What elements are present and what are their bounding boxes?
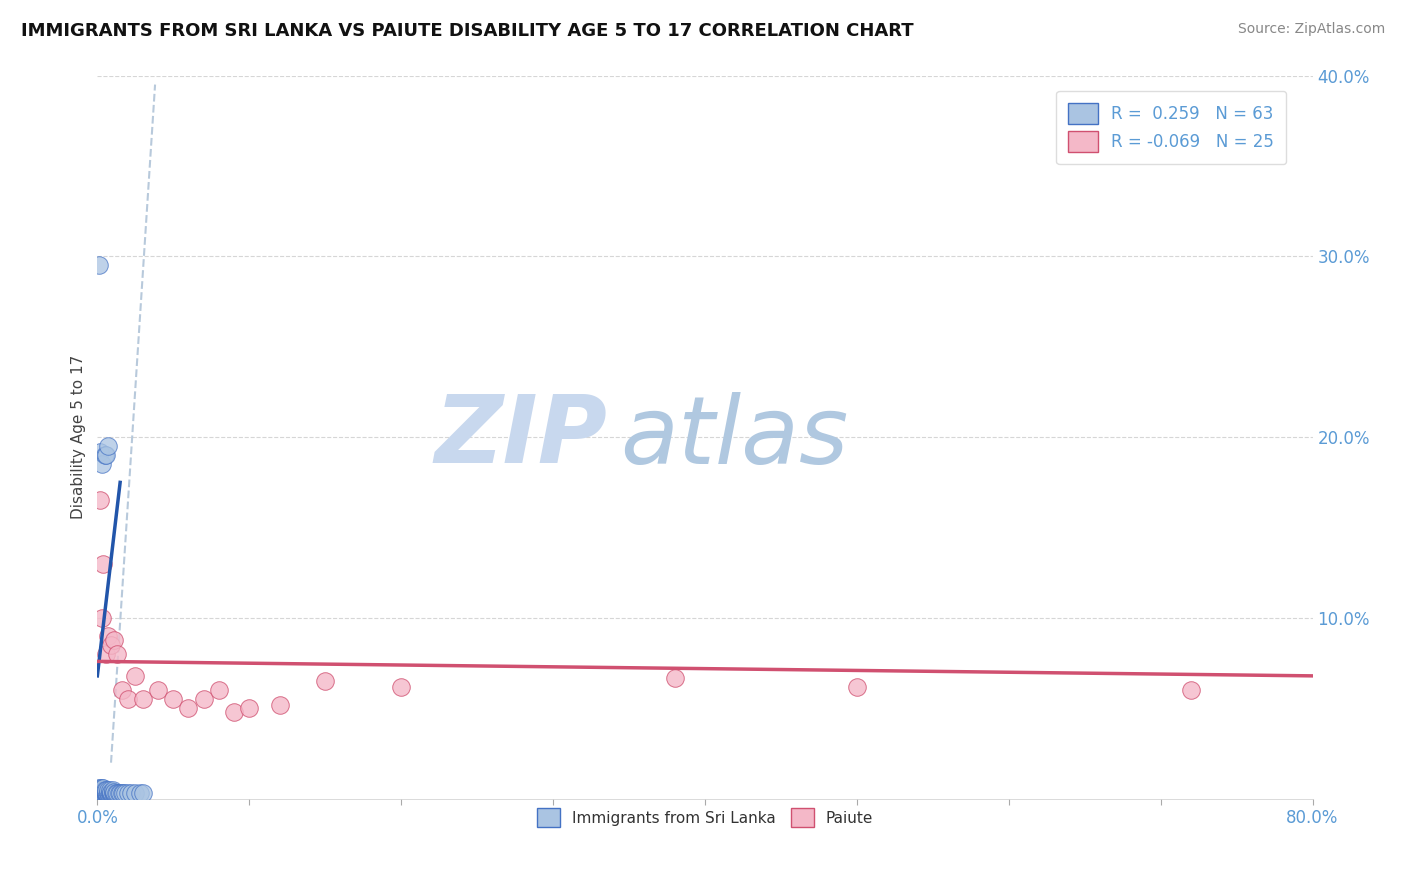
Point: [105, 786, 128, 800]
Text: atlas: atlas: [620, 392, 848, 483]
Point: [101, 786, 124, 800]
Point: [132, 786, 155, 800]
Point: [117, 786, 139, 800]
Point: [124, 786, 146, 800]
Point: [89, 784, 111, 798]
Point: [94, 784, 117, 798]
Point: [222, 705, 245, 719]
Point: [132, 692, 155, 706]
Point: [128, 786, 150, 800]
Point: [104, 786, 127, 800]
Point: [146, 683, 169, 698]
Point: [105, 647, 128, 661]
Point: [112, 786, 135, 800]
Point: [93, 784, 115, 798]
Point: [96, 786, 118, 800]
Point: [94, 784, 117, 798]
Point: [93, 786, 115, 800]
Point: [120, 786, 142, 800]
Point: [93, 780, 115, 795]
Point: [96, 782, 118, 797]
Point: [101, 784, 124, 798]
Point: [93, 782, 115, 797]
Point: [100, 784, 122, 798]
Point: [90, 784, 112, 798]
Point: [87, 782, 110, 797]
Point: [97, 782, 120, 797]
Point: [90, 611, 112, 625]
Text: IMMIGRANTS FROM SRI LANKA VS PAIUTE DISABILITY AGE 5 TO 17 CORRELATION CHART: IMMIGRANTS FROM SRI LANKA VS PAIUTE DISA…: [21, 22, 914, 40]
Point: [117, 692, 139, 706]
Point: [89, 782, 111, 797]
Point: [1180, 683, 1202, 698]
Point: [90, 786, 112, 800]
Point: [96, 448, 118, 462]
Point: [162, 692, 184, 706]
Point: [97, 786, 120, 800]
Point: [90, 782, 112, 797]
Point: [107, 786, 129, 800]
Point: [103, 786, 125, 800]
Point: [87, 259, 110, 273]
Point: [87, 782, 110, 797]
Point: [269, 698, 291, 712]
Point: [238, 701, 260, 715]
Point: [90, 780, 112, 795]
Point: [90, 782, 112, 797]
Point: [89, 782, 111, 797]
Text: Source: ZipAtlas.com: Source: ZipAtlas.com: [1237, 22, 1385, 37]
Point: [87, 786, 110, 800]
Point: [98, 784, 121, 798]
Point: [96, 784, 118, 798]
Point: [111, 786, 134, 800]
Point: [93, 786, 115, 800]
Point: [94, 448, 117, 462]
Point: [89, 784, 111, 798]
Point: [208, 683, 231, 698]
Point: [87, 784, 110, 798]
Point: [93, 557, 115, 571]
Point: [124, 669, 146, 683]
Point: [103, 632, 125, 647]
Point: [96, 784, 118, 798]
Point: [100, 786, 122, 800]
Point: [97, 784, 120, 798]
Point: [97, 439, 120, 453]
Point: [114, 786, 136, 800]
Text: ZIP: ZIP: [434, 392, 607, 483]
Point: [193, 692, 215, 706]
Point: [100, 638, 122, 652]
Point: [90, 784, 112, 798]
Point: [94, 786, 117, 800]
Point: [845, 680, 868, 694]
Point: [87, 780, 110, 795]
Point: [389, 680, 412, 694]
Y-axis label: Disability Age 5 to 17: Disability Age 5 to 17: [72, 355, 86, 519]
Point: [111, 683, 134, 698]
Point: [177, 701, 200, 715]
Point: [94, 782, 117, 797]
Point: [96, 647, 118, 661]
Point: [101, 782, 124, 797]
Point: [89, 780, 111, 795]
Point: [314, 674, 336, 689]
Point: [98, 782, 121, 797]
Point: [87, 784, 110, 798]
Point: [89, 493, 111, 508]
Point: [90, 458, 112, 472]
Point: [89, 786, 111, 800]
Point: [90, 786, 112, 800]
Point: [98, 786, 121, 800]
Point: [89, 444, 111, 458]
Point: [664, 671, 686, 685]
Point: [97, 629, 120, 643]
Point: [103, 784, 125, 798]
Point: [108, 786, 131, 800]
Legend: Immigrants from Sri Lanka, Paiute: Immigrants from Sri Lanka, Paiute: [529, 801, 882, 835]
